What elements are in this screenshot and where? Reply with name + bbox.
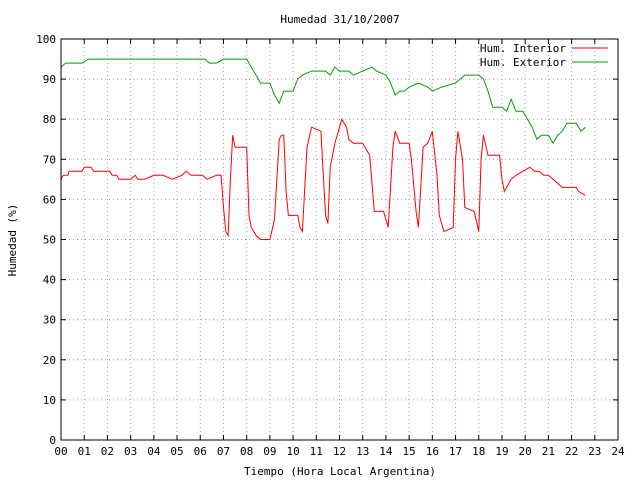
y-tick-label: 0 bbox=[49, 434, 56, 447]
legend-label-interior: Hum. Interior bbox=[480, 42, 566, 55]
y-tick-label: 70 bbox=[43, 153, 56, 166]
series-line-interior bbox=[60, 117, 586, 240]
y-tick-label: 10 bbox=[43, 394, 56, 407]
chart-title: Humedad 31/10/2007 bbox=[280, 13, 399, 26]
x-tick-label: 20 bbox=[519, 445, 532, 458]
y-tick-label: 50 bbox=[43, 234, 56, 247]
x-tick-label: 16 bbox=[426, 445, 439, 458]
x-tick-label: 23 bbox=[588, 445, 601, 458]
x-tick-label: 02 bbox=[101, 445, 114, 458]
y-tick-label: 100 bbox=[36, 33, 56, 46]
y-tick-label: 30 bbox=[43, 314, 56, 327]
x-tick-label: 12 bbox=[333, 445, 346, 458]
x-tick-label: 08 bbox=[240, 445, 253, 458]
x-tick-label: 21 bbox=[542, 445, 555, 458]
series-lines bbox=[60, 58, 586, 240]
x-tick-label: 03 bbox=[124, 445, 137, 458]
x-axis-label: Tiempo (Hora Local Argentina) bbox=[244, 465, 436, 478]
y-tick-label: 40 bbox=[43, 274, 56, 287]
x-tick-label: 07 bbox=[217, 445, 230, 458]
x-tick-label: 22 bbox=[565, 445, 578, 458]
y-tick-label: 80 bbox=[43, 113, 56, 126]
x-tick-label: 01 bbox=[78, 445, 91, 458]
x-tick-label: 24 bbox=[611, 445, 625, 458]
x-tick-label: 04 bbox=[147, 445, 161, 458]
x-tick-label: 13 bbox=[356, 445, 369, 458]
y-tick-label: 20 bbox=[43, 354, 56, 367]
legend-label-exterior: Hum. Exterior bbox=[480, 56, 566, 69]
x-tick-label: 10 bbox=[286, 445, 299, 458]
x-tick-label: 06 bbox=[194, 445, 207, 458]
x-tick-label: 05 bbox=[170, 445, 183, 458]
x-tick-label: 11 bbox=[310, 445, 323, 458]
axis-ticks bbox=[60, 38, 619, 441]
x-tick-label: 00 bbox=[54, 445, 67, 458]
x-tick-label: 19 bbox=[495, 445, 508, 458]
y-tick-label: 90 bbox=[43, 73, 56, 86]
legend: Hum. Interior Hum. Exterior bbox=[480, 42, 608, 69]
x-tick-label: 09 bbox=[263, 445, 276, 458]
y-tick-label: 60 bbox=[43, 193, 56, 206]
x-tick-labels: 00 01 02 03 04 05 06 07 08 09 10 11 12 13 14 15 16 17 18 19… bbox=[54, 445, 625, 458]
grid bbox=[61, 39, 618, 440]
x-tick-label: 18 bbox=[472, 445, 485, 458]
x-tick-label: 17 bbox=[449, 445, 462, 458]
x-tick-label: 15 bbox=[403, 445, 416, 458]
x-tick-label: 14 bbox=[379, 445, 393, 458]
y-axis-label: Humedad (%) bbox=[6, 204, 19, 277]
y-tick-labels: 0 10 20 30 40 50 60 70 80 90 100 bbox=[36, 33, 56, 447]
series-line-exterior bbox=[60, 58, 586, 145]
